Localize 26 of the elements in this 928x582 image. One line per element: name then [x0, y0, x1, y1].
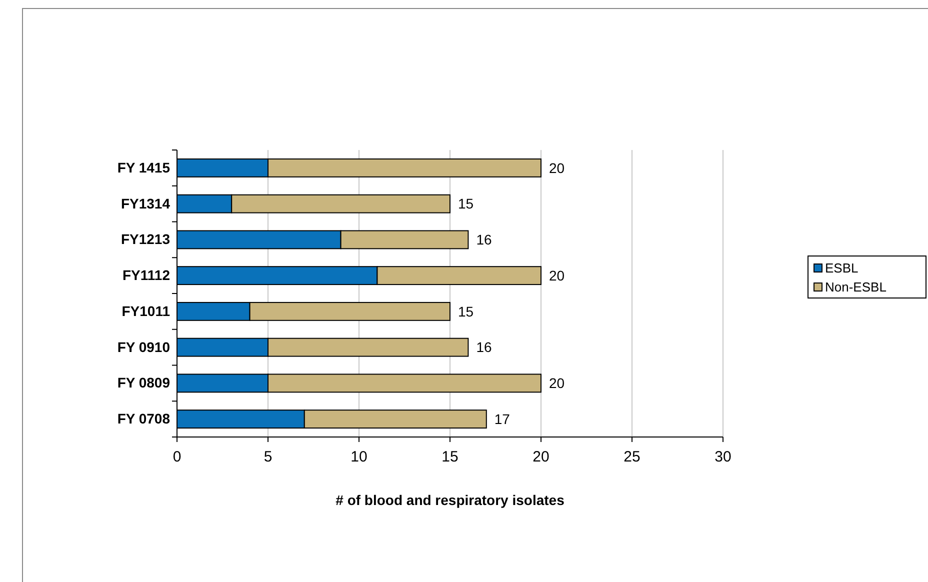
- total-label: 17: [494, 410, 510, 427]
- y-tick-label: FY1112: [122, 267, 170, 284]
- total-label: 16: [476, 232, 492, 248]
- y-tick-label: FY1314: [120, 195, 170, 212]
- x-tick-label: 15: [442, 448, 458, 466]
- y-tick-label: FY1011: [122, 302, 170, 319]
- x-axis-title: # of blood and respiratory isolates: [336, 492, 565, 508]
- y-tick-label: FY 0809: [117, 374, 170, 391]
- y-tick-label: FY 0910: [117, 338, 170, 355]
- y-tick-label: FY 1415: [117, 159, 170, 176]
- total-label: 16: [476, 339, 492, 356]
- y-tick-label: FY 0708: [117, 410, 170, 427]
- total-label: 20: [549, 375, 565, 392]
- x-tick-label: 0: [172, 448, 182, 466]
- y-tick-label: FY1213: [120, 231, 170, 248]
- total-label: 15: [458, 303, 474, 320]
- legend-label: ESBL: [825, 260, 858, 276]
- x-tick-label: 25: [624, 448, 640, 466]
- x-tick-label: 20: [532, 448, 550, 466]
- total-label: 20: [549, 160, 565, 176]
- x-tick-label: 5: [264, 448, 272, 466]
- total-label: 15: [458, 196, 474, 212]
- total-label: 20: [549, 267, 565, 284]
- x-tick-label: 10: [350, 448, 368, 466]
- legend-label: Non-ESBL: [825, 280, 886, 295]
- x-tick-label: 30: [714, 448, 732, 466]
